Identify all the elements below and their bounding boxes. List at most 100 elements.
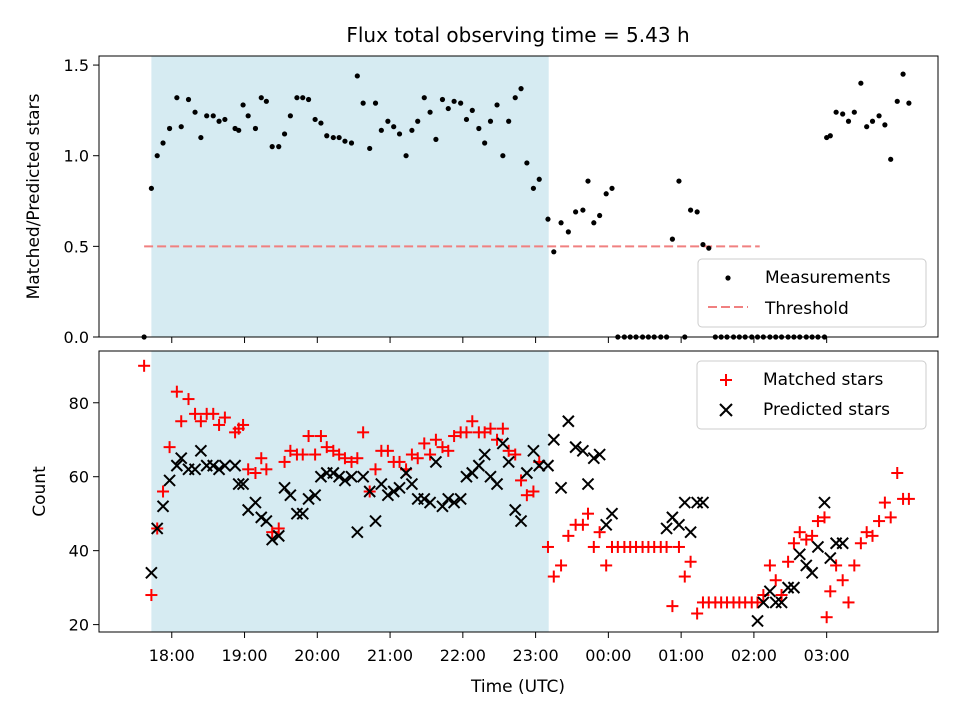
- matched-star-point: [496, 422, 509, 435]
- measurement-point: [551, 249, 557, 255]
- measurement-point: [210, 113, 216, 119]
- measurement-point: [487, 118, 494, 124]
- matched-star-point: [902, 492, 915, 505]
- measurement-point: [876, 113, 882, 119]
- matched-star-point: [194, 415, 207, 428]
- measurement-point: [312, 116, 318, 123]
- bottom-y-axis: 20 40 60 80: [69, 394, 99, 635]
- predicted-star-point: [327, 466, 340, 480]
- predicted-star-point: [212, 463, 226, 476]
- matched-star-point: [491, 433, 504, 446]
- predicted-star-point: [442, 492, 455, 506]
- predicted-star-point: [228, 459, 242, 472]
- legend-threshold-label: Threshold: [764, 299, 849, 319]
- measurement-point: [900, 71, 906, 77]
- predicted-star-point: [684, 525, 697, 539]
- predicted-star-point: [769, 596, 782, 609]
- measurement-point: [198, 134, 204, 141]
- matched-star-point: [278, 455, 291, 468]
- matched-star-point: [866, 529, 879, 542]
- matched-star-point: [666, 600, 679, 613]
- predicted-star-point: [363, 485, 376, 498]
- matched-star-point: [854, 537, 867, 550]
- measurement-point: [409, 127, 415, 133]
- predicted-star-point: [514, 514, 528, 528]
- bottom-y-axis-label: Count: [30, 466, 50, 517]
- measurement-point: [580, 207, 586, 213]
- measurement-point: [360, 100, 366, 106]
- bottom-x-tick-label: 20:00: [294, 646, 340, 665]
- measurement-point: [585, 178, 591, 184]
- predicted-star-point: [356, 470, 370, 483]
- matched-star-point: [555, 559, 568, 572]
- top-y-axis: 0.0 0.5 1.0 1.5: [64, 56, 99, 347]
- measurement-point: [276, 144, 282, 150]
- top-legend-box: [697, 258, 927, 328]
- predicted-star-point: [696, 496, 710, 509]
- predicted-star-point: [763, 585, 777, 598]
- predicted-star-point: [541, 459, 555, 472]
- predicted-star-point: [338, 474, 352, 487]
- predicted-star-point: [447, 496, 461, 509]
- predicted-star-point: [800, 559, 813, 572]
- bottom-y-tick-label: 20: [69, 616, 89, 635]
- matched-star-point: [218, 411, 231, 424]
- matched-star-point: [170, 385, 183, 398]
- measurement-point: [669, 236, 676, 242]
- measurement-point: [415, 118, 421, 124]
- matched-star-point: [751, 596, 764, 609]
- predicted-star-point: [194, 444, 208, 458]
- predicted-star-point: [260, 514, 273, 528]
- predicted-star-point: [163, 474, 176, 487]
- measurement-point: [469, 107, 475, 113]
- matched-star-point: [309, 448, 322, 461]
- predicted-star-point: [824, 551, 837, 565]
- predicted-star-point: [576, 444, 590, 458]
- matched-star-point: [769, 574, 782, 587]
- matched-star-point: [460, 426, 473, 439]
- matched-star-point: [189, 407, 202, 420]
- predicted-star-point: [472, 459, 486, 472]
- matched-star-point: [520, 489, 533, 502]
- predicted-star-point: [170, 459, 184, 472]
- measurement-point: [603, 191, 609, 197]
- matched-star-point: [338, 452, 351, 465]
- predicted-star-point: [332, 470, 346, 483]
- predicted-star-point: [836, 537, 849, 550]
- matched-star-point: [242, 463, 255, 476]
- bottom-x-tick-label: 02:00: [731, 646, 777, 665]
- measurement-point: [906, 100, 912, 106]
- matched-star-point: [873, 515, 886, 528]
- matched-star-point: [411, 452, 424, 465]
- legend-predicted-label: Predicted stars: [763, 400, 890, 420]
- measurement-point: [240, 102, 246, 108]
- predicted-star-point: [527, 444, 540, 458]
- bottom-legend: Matched stars Predicted stars: [696, 360, 927, 430]
- predicted-stars-series: [145, 415, 849, 628]
- measurement-point: [506, 118, 512, 124]
- predicted-star-point: [188, 463, 202, 476]
- matched-star-point: [314, 430, 327, 443]
- predicted-star-point: [599, 518, 613, 531]
- measurement-point: [840, 111, 846, 117]
- matched-star-point: [824, 585, 837, 598]
- bottom-x-axis: 18:00 19:00 20:00 21:00 22:00 23:00 00:00 01:00…: [149, 632, 850, 665]
- matched-star-point: [381, 444, 394, 457]
- predicted-star-point: [314, 470, 328, 483]
- bottom-x-tick-label: 18:00: [149, 646, 195, 665]
- measurement-point: [439, 96, 446, 103]
- measurement-point: [403, 153, 409, 159]
- predicted-star-point: [805, 566, 819, 580]
- predicted-star-point: [345, 470, 358, 483]
- matched-star-point: [145, 589, 158, 602]
- measurement-point: [851, 109, 857, 115]
- predicted-star-point: [369, 514, 382, 528]
- measurement-point: [294, 95, 300, 101]
- matched-star-point: [424, 448, 437, 461]
- matched-star-point: [593, 526, 606, 539]
- measurement-point: [536, 176, 542, 182]
- matched-star-point: [369, 463, 382, 476]
- measurement-point: [700, 241, 706, 248]
- bottom-legend-box: [696, 360, 927, 430]
- predicted-star-point: [278, 481, 291, 495]
